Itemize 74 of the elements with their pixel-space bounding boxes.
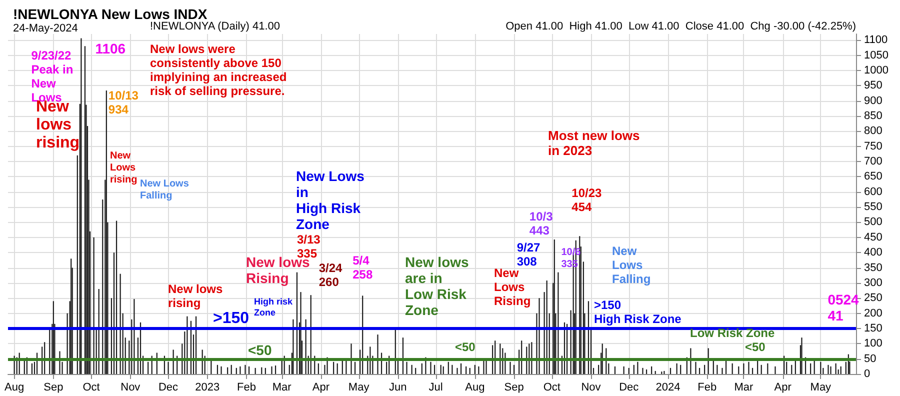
x-tick-label: May — [348, 382, 370, 394]
annotation: 10/13 934 — [108, 88, 139, 116]
y-tick-label: 0 — [864, 368, 870, 380]
x-tick-label: 2023 — [195, 382, 220, 394]
x-tick-label: Nov — [120, 382, 141, 394]
y-tick-label: 150 — [864, 322, 882, 334]
y-tick-label: 850 — [864, 110, 882, 122]
text: Open 41.00 High 41.00 Low 41.00 Close 41.00 Chg -30.00 (-42.25%) — [506, 20, 856, 32]
y-tick-label: 400 — [864, 246, 882, 259]
annotation: 10/23 454 — [572, 186, 602, 214]
annotation: New Lows rising — [110, 150, 138, 186]
x-tick-label: May — [810, 382, 832, 394]
y-tick-label: 950 — [864, 80, 882, 92]
y-tick-label: 250 — [864, 292, 882, 304]
y-tick-label: 550 — [864, 201, 882, 214]
y-tick-label: 1100 — [864, 34, 888, 46]
y-tick-label: 100 — [864, 338, 882, 350]
x-tick-label: Aug — [465, 382, 485, 394]
annotation: New Lows Falling — [612, 244, 651, 286]
y-tick-label: 200 — [864, 307, 882, 320]
annotation: New lows are in Low Risk Zone — [405, 254, 470, 318]
annotation: New Lows in High Risk Zone — [296, 168, 365, 232]
ref-line-label: <50 — [248, 342, 272, 358]
y-tick-label: 300 — [864, 276, 882, 289]
annotation: New lows were consistently above 150 implyining an increased risk of selling pressure. — [150, 42, 287, 98]
annotation: New Lows Rising — [494, 266, 531, 308]
annotation: 1106 — [95, 40, 126, 56]
annotation: High risk Zone — [254, 296, 294, 318]
annotation: Low Risk Zone — [690, 326, 775, 340]
x-tick-label: Aug — [4, 382, 24, 394]
annotation: New Lows Falling — [140, 178, 190, 202]
x-tick-label: Sep — [504, 382, 524, 394]
annotation: 0524 41 — [828, 292, 860, 324]
x-tick-label: Jul — [428, 382, 443, 394]
annotation: 10/3 443 — [529, 210, 554, 238]
y-tick-label: 900 — [864, 94, 882, 107]
y-tick-label: 450 — [864, 231, 882, 244]
y-tick-label: 1000 — [864, 64, 888, 76]
y-tick-label: 500 — [864, 216, 882, 228]
y-tick-label: 350 — [864, 262, 882, 274]
text: !NEWLONYA (Daily) 41.00 — [150, 20, 280, 32]
chart-title: !NEWLONYA New Lows INDX — [13, 6, 208, 22]
x-tick-label: Mar — [272, 382, 292, 394]
annotation: <50 — [455, 340, 476, 354]
annotation: <50 — [745, 340, 766, 354]
x-tick-label: Mar — [734, 382, 754, 394]
x-tick-label: 2024 — [656, 382, 680, 394]
x-tick-label: Nov — [581, 382, 602, 394]
x-tick-label: Apr — [774, 382, 792, 394]
annotation: 3/24 260 — [318, 261, 343, 290]
x-tick-label: Jun — [389, 382, 407, 394]
annotation: >150 High Risk Zone — [594, 298, 682, 326]
chart-subtitle: 24-May-2024 — [13, 22, 78, 34]
x-tick-label: Feb — [698, 382, 717, 394]
y-tick-label: 800 — [864, 125, 882, 138]
annotation: 9/27 308 — [516, 240, 541, 268]
ref-line-label: >150 — [213, 310, 250, 327]
annotation: 5/4 258 — [352, 254, 373, 282]
x-tick-label: Apr — [312, 382, 330, 394]
x-tick-label: Feb — [237, 382, 256, 394]
x-tick-label: Dec — [619, 382, 640, 394]
x-tick-label: Oct — [82, 382, 100, 394]
x-tick-label: Sep — [44, 382, 64, 394]
annotation: 3/13 335 — [296, 232, 321, 260]
y-tick-label: 50 — [864, 352, 876, 365]
x-tick-label: Dec — [158, 382, 179, 394]
y-tick-label: 650 — [864, 170, 882, 183]
y-tick-label: 700 — [864, 156, 882, 168]
y-tick-label: 750 — [864, 140, 882, 152]
x-tick-label: Oct — [543, 382, 560, 394]
annotation: New lows rising — [168, 282, 224, 310]
y-tick-label: 1050 — [864, 49, 888, 62]
annotation: Most new lows in 2023 — [548, 128, 640, 158]
y-tick-label: 600 — [864, 186, 882, 198]
